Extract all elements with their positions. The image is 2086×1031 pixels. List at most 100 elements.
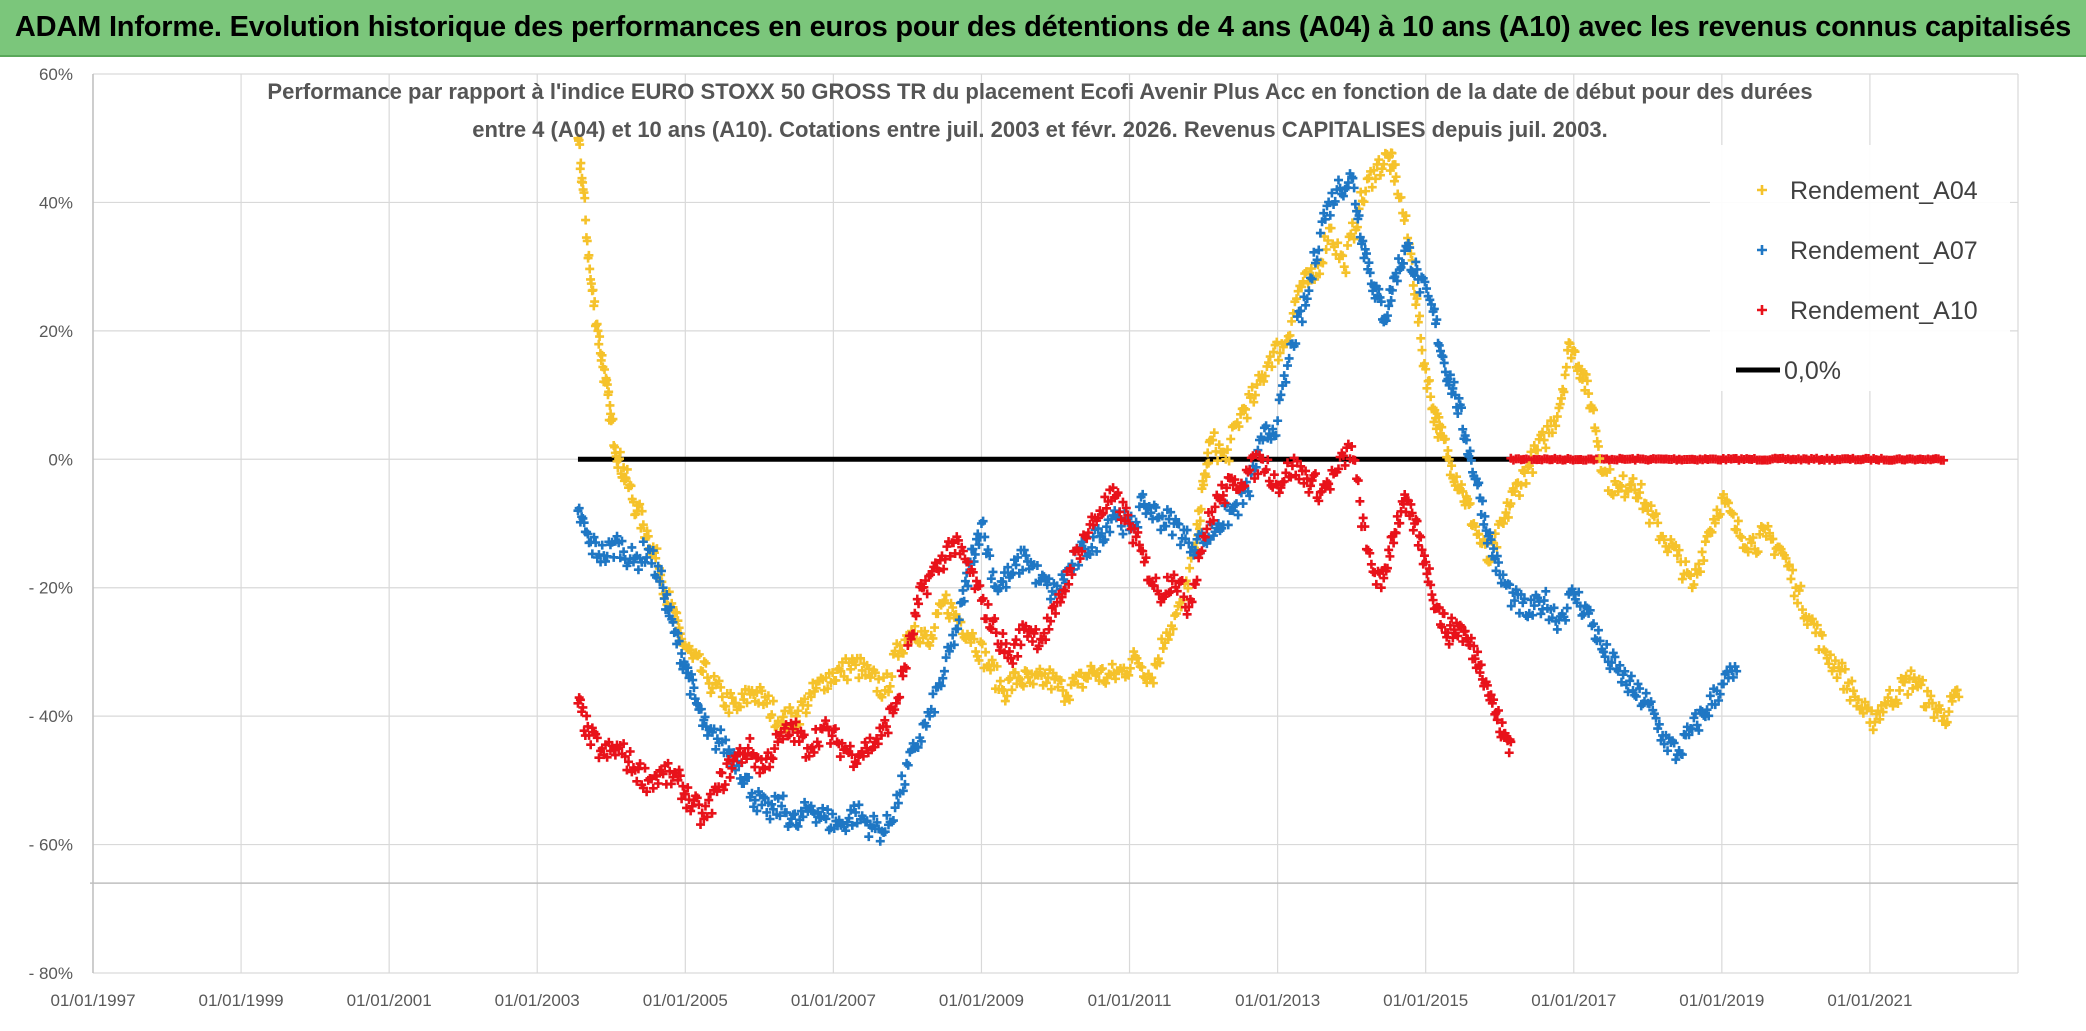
marker-Rendement_A07 <box>1268 424 1278 434</box>
marker-Rendement_A10 <box>697 808 707 818</box>
marker-Rendement_A10 <box>640 763 650 773</box>
data-point-Rendement_A04 <box>777 718 787 728</box>
marker-Rendement_A07 <box>1001 582 1011 592</box>
marker-Rendement_A10 <box>1314 496 1324 506</box>
data-point-Rendement_A10 <box>1169 570 1179 580</box>
marker-Rendement_A10 <box>1338 451 1348 461</box>
marker-Rendement_A07 <box>897 771 907 781</box>
marker-Rendement_A04 <box>882 669 892 679</box>
marker-Rendement_A04 <box>576 158 586 168</box>
marker-Rendement_A10 <box>1310 469 1320 479</box>
marker-Rendement_A07 <box>1412 264 1422 274</box>
marker-Rendement_A10 <box>717 768 727 778</box>
marker-Rendement_A07 <box>944 646 954 656</box>
marker-Rendement_A07 <box>638 537 648 547</box>
marker-Rendement_A04 <box>1817 630 1827 640</box>
marker-Rendement_A04 <box>1287 316 1297 326</box>
data-point-Rendement_A07 <box>851 807 861 817</box>
marker-Rendement_A04 <box>622 464 632 474</box>
data-point-Rendement_A04 <box>910 621 920 631</box>
marker-Rendement_A07 <box>978 516 988 526</box>
marker-Rendement_A04 <box>1060 696 1070 706</box>
marker-Rendement_A10 <box>765 762 775 772</box>
marker-Rendement_A04 <box>1234 422 1244 432</box>
marker-Rendement_A07 <box>941 653 951 663</box>
marker-Rendement_A10 <box>1192 575 1202 585</box>
marker-Rendement_A07 <box>1394 254 1404 264</box>
data-point-Rendement_A04 <box>1028 679 1038 689</box>
marker-Rendement_A07 <box>597 540 607 550</box>
marker-Rendement_A04 <box>1506 499 1516 509</box>
marker-Rendement_A10 <box>881 722 891 732</box>
marker-Rendement_A04 <box>1547 428 1557 438</box>
x-tick-label: 01/01/1997 <box>50 991 135 1010</box>
marker-Rendement_A10 <box>1179 592 1189 602</box>
marker-Rendement_A10 <box>1134 540 1144 550</box>
marker-Rendement_A04 <box>1633 493 1643 503</box>
data-point-Rendement_A07 <box>806 801 816 811</box>
marker-Rendement_A07 <box>1552 624 1562 634</box>
data-point-Rendement_A10 <box>1065 563 1075 573</box>
y-tick-label: - 80% <box>29 964 73 983</box>
marker-Rendement_A10 <box>1494 706 1503 716</box>
marker-Rendement_A10 <box>1358 513 1368 523</box>
marker-Rendement_A07 <box>1271 430 1281 440</box>
marker-Rendement_A04 <box>1315 269 1325 279</box>
marker-Rendement_A04 <box>1209 428 1219 438</box>
data-point-Rendement_A10 <box>877 730 887 740</box>
marker-Rendement_A10 <box>1108 483 1118 493</box>
marker-Rendement_A04 <box>1361 186 1371 196</box>
marker-Rendement_A10 <box>1299 478 1309 488</box>
marker-Rendement_A04 <box>1424 375 1434 385</box>
marker-Rendement_A10 <box>1250 474 1260 484</box>
marker-Rendement_A07 <box>1479 519 1489 529</box>
y-tick-label: 40% <box>39 193 73 212</box>
marker-Rendement_A10 <box>830 724 840 734</box>
marker-Rendement_A07 <box>1689 713 1699 723</box>
marker-Rendement_A07 <box>689 683 699 693</box>
marker-Rendement_A04 <box>1677 574 1687 584</box>
marker-Rendement_A04 <box>944 613 954 623</box>
marker-Rendement_A10 <box>791 717 801 727</box>
marker-Rendement_A04 <box>1718 489 1728 499</box>
y-tick-label: - 60% <box>29 836 73 855</box>
marker-Rendement_A04 <box>693 651 703 661</box>
marker-Rendement_A04 <box>1616 482 1626 492</box>
marker-Rendement_A04 <box>1638 504 1648 514</box>
marker-Rendement_A04 <box>1797 605 1807 615</box>
marker-Rendement_A04 <box>1046 684 1056 694</box>
x-tick-label: 01/01/2011 <box>1088 991 1172 1010</box>
marker-Rendement_A10 <box>981 614 991 624</box>
marker-Rendement_A04 <box>1241 404 1251 414</box>
data-point-Rendement_A10 <box>743 743 753 753</box>
marker-Rendement_A04 <box>786 708 796 718</box>
marker-Rendement_A10 <box>723 755 733 765</box>
marker-Rendement_A10 <box>1426 580 1436 590</box>
marker-Rendement_A04 <box>763 691 773 701</box>
marker-Rendement_A04 <box>1735 531 1745 541</box>
marker-Rendement_A10 <box>1286 472 1296 482</box>
marker-Rendement_A07 <box>1151 502 1161 512</box>
marker-Rendement_A10 <box>1353 476 1363 486</box>
marker-Rendement_A10 <box>1162 572 1172 582</box>
marker-Rendement_A07 <box>1046 594 1056 604</box>
marker-Rendement_A04 <box>1618 471 1628 481</box>
marker-Rendement_A10 <box>1102 503 1111 513</box>
legend-marker-swatch <box>1757 305 1767 315</box>
marker-Rendement_A04 <box>1870 717 1880 727</box>
marker-Rendement_A07 <box>1274 395 1284 405</box>
chart-svg: 60% 40% 20% 0% - 20% - 40% - 60% - 80% 01/01/199… <box>29 65 2019 1010</box>
marker-Rendement_A04 <box>1267 362 1277 372</box>
marker-Rendement_A10 <box>1355 496 1365 506</box>
marker-Rendement_A10 <box>635 759 645 769</box>
marker-Rendement_A07 <box>700 712 710 722</box>
marker-Rendement_A04 <box>1185 563 1195 573</box>
marker-Rendement_A04 <box>1338 251 1348 261</box>
marker-Rendement_A04 <box>699 657 709 667</box>
marker-Rendement_A10 <box>1263 455 1273 465</box>
marker-Rendement_A07 <box>1422 284 1432 294</box>
marker-Rendement_A07 <box>760 793 770 803</box>
marker-Rendement_A10 <box>1475 668 1485 678</box>
marker-Rendement_A04 <box>1097 663 1107 673</box>
marker-Rendement_A07 <box>1167 530 1177 540</box>
